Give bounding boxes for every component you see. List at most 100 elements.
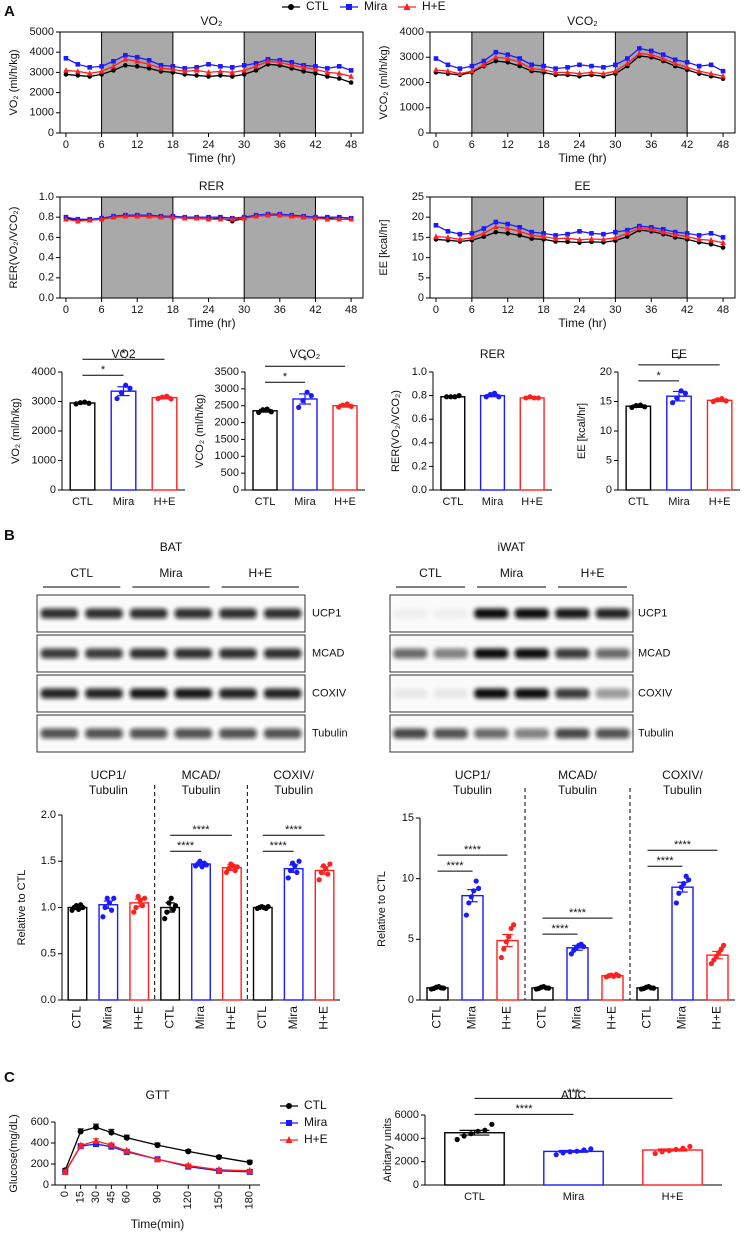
data-point [296,404,302,410]
chart-title: VCO₂ [567,14,598,28]
legend-label: H+E [422,0,446,13]
point [93,1124,99,1131]
data-point [531,395,537,401]
point [528,232,535,238]
significance-label: * [101,364,106,376]
y-tick-label: 1.0 [39,191,54,203]
y-tick-label: 400 [31,1137,49,1149]
significance-label: **** [177,840,195,852]
x-tick-label: 6 [469,139,475,151]
point [660,55,667,61]
point [146,57,152,63]
data-point [260,407,266,413]
x-tick-label: 18 [167,139,179,151]
data-point [127,385,133,391]
point [708,241,714,247]
blot-band [174,648,213,659]
x-tick-label: 6 [469,304,475,316]
x-tick-label: Mira [482,496,504,508]
point [111,58,116,64]
point [241,67,247,73]
point [493,58,499,64]
data-point [616,973,622,979]
data-point [168,396,174,402]
point [63,55,69,61]
point [301,69,306,74]
blot-title: iWAT [498,540,527,554]
blot-band [174,608,213,619]
point [63,215,69,222]
point [181,68,188,74]
data-point [318,869,324,875]
x-tick-label: 12 [131,304,143,316]
data-point [131,909,137,915]
blot-band [40,648,79,659]
point [505,221,511,227]
panel-label: C [4,1069,15,1086]
bar [519,397,545,491]
data-point [581,944,587,950]
data-point [111,895,117,901]
y-tick-label: 5 [408,933,414,945]
point [481,226,487,231]
x-tick-label: 18 [538,139,550,151]
data-point [86,400,92,406]
blot-title: BAT [160,540,183,554]
significance-label: * [303,355,308,367]
x-tick-label: CTL [255,1006,269,1029]
data-point [711,957,717,963]
blot-group-label: H+E [581,566,605,580]
x-tick-label: Mira [570,1006,584,1030]
data-point [674,395,680,401]
chart-title: RER [199,179,225,193]
x-axis-label: Time (hr) [187,316,235,330]
data-point [680,1145,686,1151]
blot-group-label: Mira [159,566,183,580]
data-point [473,878,479,884]
data-point [468,894,474,900]
point [516,228,523,234]
point [469,63,475,69]
x-axis-label: Time (hr) [558,151,606,165]
y-tick-label: 2000 [395,1156,419,1168]
data-point [466,900,472,906]
data-point [197,858,203,864]
data-point [172,903,179,909]
point [336,215,343,222]
point [185,1148,192,1155]
point [481,230,487,236]
y-tick-label: 0.8 [39,211,54,223]
x-tick-label: Mira [286,1006,300,1030]
dark-phase [471,31,545,134]
point [300,213,307,220]
y-tick-label: 1000 [215,450,239,462]
point [63,67,69,73]
point [445,67,451,74]
data-point [164,393,170,399]
point [193,67,200,73]
y-tick-label: 0.0 [39,292,54,304]
blot-band [263,688,302,699]
data-point [723,398,729,404]
data-point [456,393,462,399]
data-point [681,880,687,887]
data-point [710,398,716,405]
y-tick-label: 0 [43,1179,49,1191]
point [98,215,105,222]
significance-label: **** [464,844,482,856]
point [107,1141,115,1149]
point [194,73,199,78]
significance-label: **** [515,1103,533,1115]
point [720,68,726,74]
point [684,233,690,239]
blot-row-label: Tubulin [312,727,348,739]
point [445,229,451,234]
point [648,226,655,232]
data-point [503,939,509,945]
x-tick-label: 42 [681,139,693,151]
y-tick-label: 1.5 [41,855,56,867]
x-tick-label: CTL [430,1006,444,1029]
bar [479,394,506,491]
data-point [102,904,108,911]
point [517,225,523,230]
